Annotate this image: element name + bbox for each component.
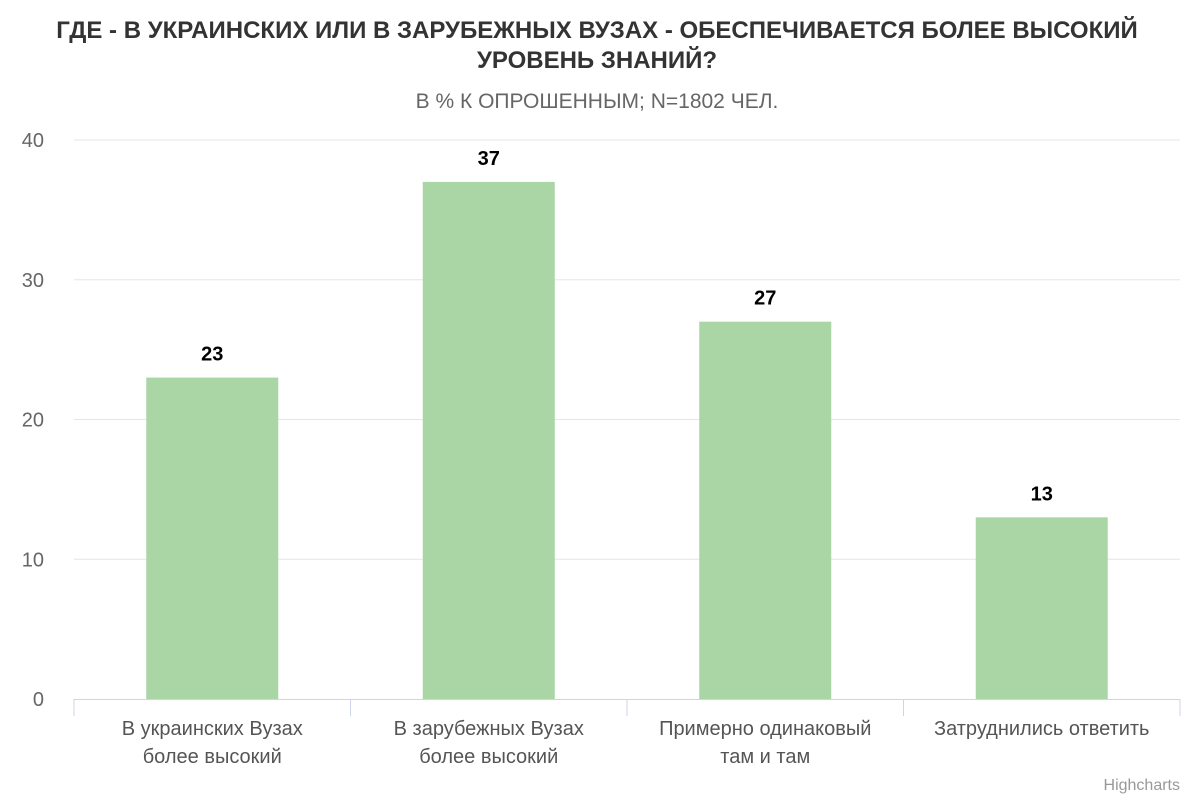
data-label: 23: [201, 344, 223, 366]
bar[interactable]: [422, 181, 555, 700]
data-label: 13: [1031, 483, 1053, 505]
bar[interactable]: [146, 377, 279, 699]
chart-credit[interactable]: Highcharts: [1104, 777, 1180, 794]
y-axis-ticks: 0 10 20 30 40: [22, 130, 44, 711]
chart-subtitle: В % К ОПРОШЕННЫМ; N=1802 ЧЕЛ.: [416, 90, 779, 113]
y-tick-label: 10: [22, 549, 44, 571]
y-tick-label: 40: [22, 130, 44, 152]
bar[interactable]: [699, 321, 832, 699]
x-axis-ticks: В украинских Вузах более высокий В зарубеж…: [122, 718, 1150, 768]
x-tick-label: более высокий: [419, 746, 558, 768]
bars: [146, 181, 1108, 700]
chart-title-line-1: ГДЕ - В УКРАИНСКИХ ИЛИ В ЗАРУБЕЖНЫХ ВУЗА…: [56, 16, 1137, 44]
x-tick-label: Затруднились ответить: [934, 718, 1149, 740]
bar[interactable]: [975, 517, 1108, 699]
x-tick-label: В украинских Вузах: [122, 718, 303, 740]
data-labels: 23 37 27 13: [201, 148, 1053, 505]
y-tick-label: 20: [22, 410, 44, 432]
x-axis: [73, 699, 1181, 716]
y-tick-label: 0: [33, 689, 44, 711]
x-tick-label: более высокий: [143, 746, 282, 768]
x-tick-label: там и там: [720, 746, 810, 768]
data-label: 27: [754, 288, 776, 310]
data-label: 37: [478, 148, 500, 170]
x-tick-label: В зарубежных Вузах: [394, 718, 584, 740]
chart-title-line-2: УРОВЕНЬ ЗНАНИЙ?: [477, 46, 717, 74]
x-tick-label: Примерно одинаковый: [659, 718, 871, 740]
y-tick-label: 30: [22, 270, 44, 292]
